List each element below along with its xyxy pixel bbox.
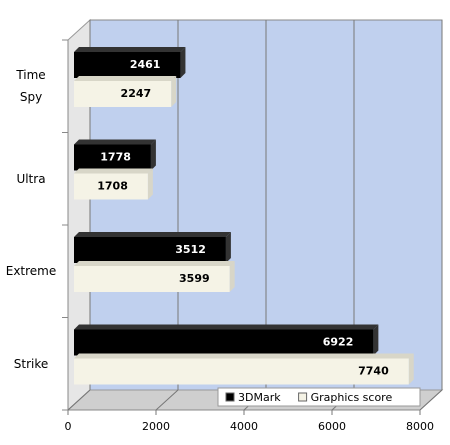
x-tick-label: 0 <box>65 420 72 433</box>
bar-top <box>74 76 177 81</box>
bar-top <box>74 139 156 145</box>
bar <box>74 237 226 263</box>
bar-side <box>408 353 414 385</box>
grid-floor-line <box>419 389 443 411</box>
legend-swatch <box>225 392 235 402</box>
bar <box>74 173 148 200</box>
bar-top <box>74 353 414 359</box>
grid-floor-line <box>155 389 179 411</box>
bar-top <box>74 168 153 174</box>
bar-top <box>74 261 235 266</box>
y-tick-label: Time Spy <box>16 68 46 105</box>
bar <box>74 144 151 171</box>
legend-label: 3DMark <box>238 391 281 404</box>
bar-side <box>147 168 153 200</box>
legend-box <box>217 387 421 407</box>
bar <box>74 329 374 356</box>
data-label: 3599 <box>179 272 210 285</box>
x-tick-label: 8000 <box>406 420 434 433</box>
bar-side <box>180 47 186 78</box>
bar-top <box>74 324 379 330</box>
y-tick-label: Ultra <box>16 171 46 186</box>
bar <box>74 266 230 292</box>
bar-side <box>229 261 235 292</box>
bar-side <box>373 324 379 356</box>
x-tick-label: 2000 <box>142 420 170 433</box>
bar-top <box>74 47 186 52</box>
data-label: 6922 <box>323 336 354 349</box>
bar <box>74 358 409 385</box>
bar-top <box>74 232 231 237</box>
bar <box>74 52 181 78</box>
bar <box>74 81 172 107</box>
x-tick-label: 6000 <box>318 420 346 433</box>
data-label: 2247 <box>121 87 152 100</box>
data-label: 7740 <box>358 365 389 378</box>
data-label: 1778 <box>100 151 131 164</box>
data-label: 1708 <box>97 180 128 193</box>
legend-swatch <box>298 392 308 402</box>
grid-floor-line <box>67 389 91 411</box>
y-tick-label: Extreme <box>5 264 57 279</box>
x-tick-label: 4000 <box>230 420 258 433</box>
y-tick-label: Strike <box>13 356 49 371</box>
data-label: 2461 <box>130 58 161 71</box>
bar-side <box>171 76 177 107</box>
bar-side <box>150 139 156 171</box>
bar-side <box>225 232 231 263</box>
data-label: 3512 <box>175 243 206 256</box>
legend-label: Graphics score <box>311 391 393 404</box>
